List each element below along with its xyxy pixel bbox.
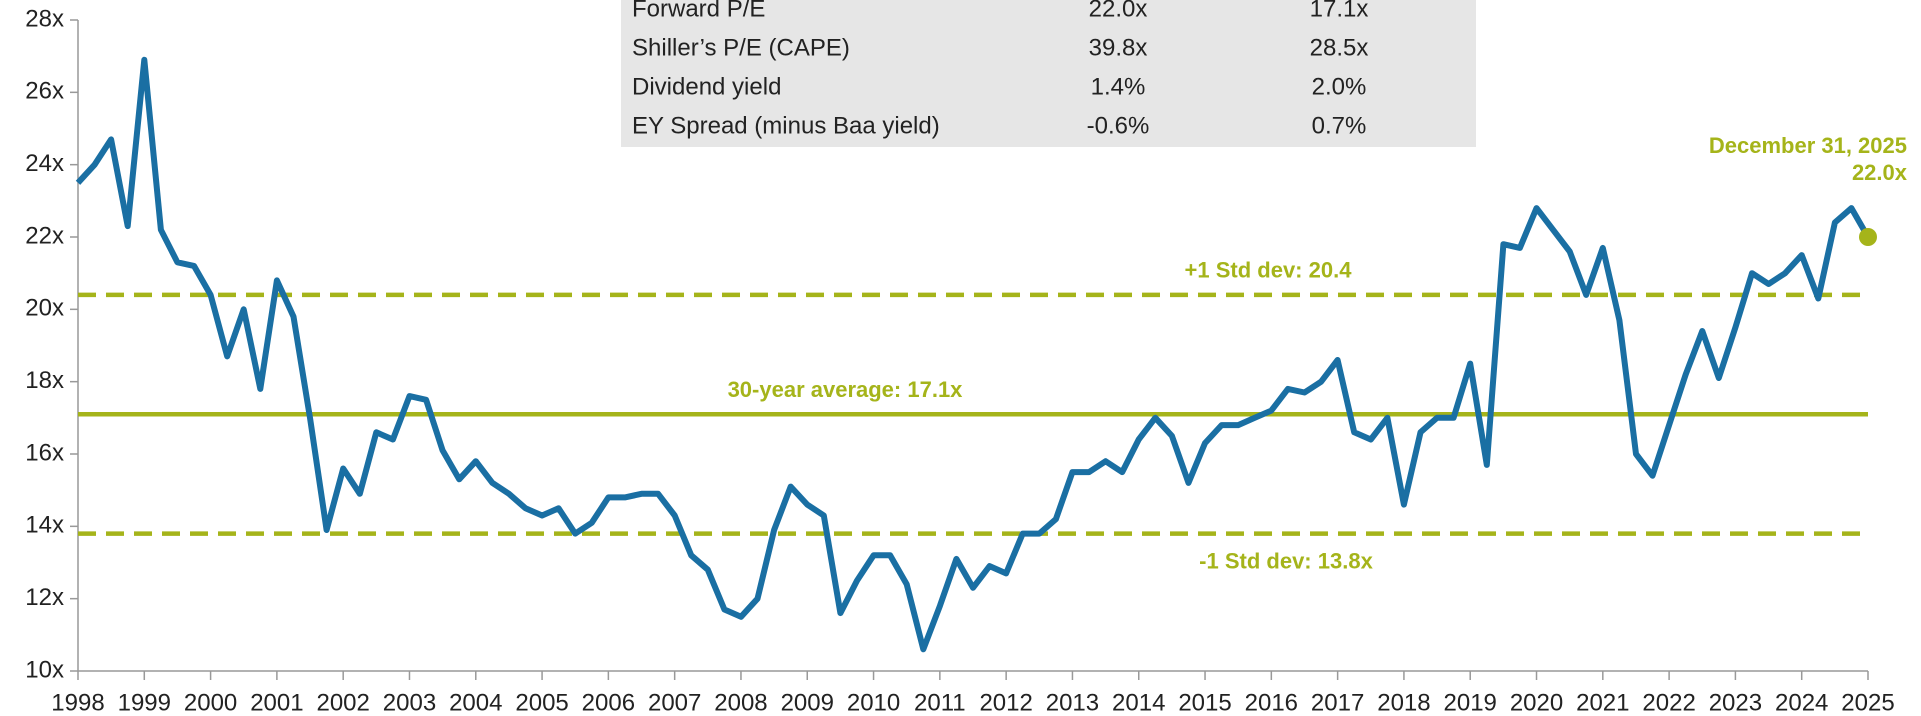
- x-tick-label: 2025: [1841, 689, 1894, 716]
- x-tick-label: 2000: [184, 689, 237, 716]
- reference-label: 30-year average: 17.1x: [728, 377, 964, 402]
- x-tick-label: 2018: [1377, 689, 1430, 716]
- table-background: [621, 0, 1476, 147]
- table-cell: EY Spread (minus Baa yield): [632, 112, 940, 139]
- x-tick-label: 2004: [449, 689, 502, 716]
- table-cell: 17.1x: [1310, 0, 1369, 22]
- table-cell: Forward P/E: [632, 0, 765, 22]
- y-tick-label: 24x: [25, 150, 64, 177]
- x-tick-label: 2014: [1112, 689, 1165, 716]
- table-cell: 2.0%: [1312, 73, 1367, 100]
- table-cell: 28.5x: [1310, 34, 1369, 61]
- x-tick-label: 2020: [1510, 689, 1563, 716]
- annotation: 22.0x: [1852, 160, 1908, 185]
- y-tick-label: 18x: [25, 367, 64, 394]
- x-tick-label: 2015: [1178, 689, 1231, 716]
- x-tick-label: 2006: [582, 689, 635, 716]
- reference-label: -1 Std dev: 13.8x: [1199, 548, 1373, 573]
- table-cell: 0.7%: [1312, 112, 1367, 139]
- table-cell: 1.4%: [1091, 73, 1146, 100]
- y-tick-label: 12x: [25, 584, 64, 611]
- y-tick-label: 14x: [25, 512, 64, 539]
- y-tick-label: 16x: [25, 439, 64, 466]
- x-tick-label: 2012: [979, 689, 1032, 716]
- x-tick-label: 2001: [250, 689, 303, 716]
- x-tick-label: 1998: [51, 689, 104, 716]
- x-tick-label: 2016: [1245, 689, 1298, 716]
- table-cell: -0.6%: [1087, 112, 1150, 139]
- latest-point: [1859, 228, 1877, 246]
- x-tick-label: 1999: [118, 689, 171, 716]
- annotation: December 31, 2025: [1709, 133, 1907, 158]
- x-tick-label: 2009: [781, 689, 834, 716]
- x-tick-label: 2024: [1775, 689, 1828, 716]
- y-tick-label: 26x: [25, 78, 64, 105]
- x-tick-label: 2022: [1642, 689, 1695, 716]
- x-tick-label: 2007: [648, 689, 701, 716]
- y-tick-label: 28x: [25, 5, 64, 32]
- pe-line: [75, 56, 1871, 653]
- table-cell: 22.0x: [1089, 0, 1148, 22]
- x-tick-label: 2017: [1311, 689, 1364, 716]
- x-tick-label: 2013: [1046, 689, 1099, 716]
- y-tick-label: 20x: [25, 295, 64, 322]
- x-tick-label: 2010: [847, 689, 900, 716]
- table-cell: Shiller’s P/E (CAPE): [632, 34, 850, 61]
- table-cell: Dividend yield: [632, 73, 781, 100]
- x-tick-label: 2002: [316, 689, 369, 716]
- x-tick-label: 2021: [1576, 689, 1629, 716]
- x-tick-label: 2003: [383, 689, 436, 716]
- x-tick-label: 2005: [515, 689, 568, 716]
- x-tick-label: 2008: [714, 689, 767, 716]
- x-tick-label: 2023: [1709, 689, 1762, 716]
- table-cell: 39.8x: [1089, 34, 1148, 61]
- x-tick-label: 2019: [1444, 689, 1497, 716]
- reference-label: +1 Std dev: 20.4: [1185, 258, 1353, 283]
- y-tick-label: 22x: [25, 222, 64, 249]
- x-tick-label: 2011: [914, 689, 966, 716]
- y-tick-label: 10x: [25, 656, 64, 683]
